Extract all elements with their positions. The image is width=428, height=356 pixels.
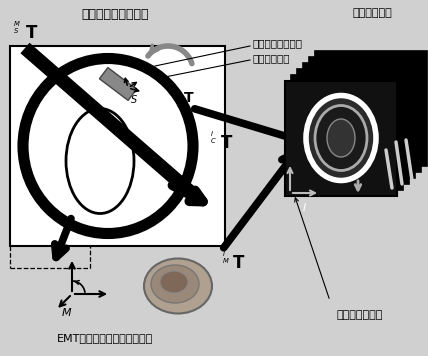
Text: 传感器局部坐标系: 传感器局部坐标系 bbox=[253, 38, 303, 48]
Text: $\mathbf{T}$: $\mathbf{T}$ bbox=[183, 91, 194, 105]
Text: 三维医学图像: 三维医学图像 bbox=[352, 8, 392, 18]
Text: $^I_M$: $^I_M$ bbox=[222, 250, 230, 266]
Ellipse shape bbox=[327, 119, 355, 157]
Text: EMT跟踪系统测量空间坐标系: EMT跟踪系统测量空间坐标系 bbox=[57, 333, 153, 343]
Text: 医学图像坐标系: 医学图像坐标系 bbox=[337, 310, 383, 320]
Bar bbox=[291, 75, 403, 190]
Ellipse shape bbox=[144, 258, 212, 314]
Text: 跟踪系统位置传感器: 跟踪系统位置传感器 bbox=[81, 8, 149, 21]
Bar bbox=[309, 57, 421, 172]
Text: $S$: $S$ bbox=[130, 93, 138, 105]
Text: $^S_C$: $^S_C$ bbox=[172, 85, 179, 103]
Ellipse shape bbox=[151, 265, 199, 303]
Bar bbox=[285, 81, 397, 196]
Text: $^I_C$: $^I_C$ bbox=[210, 130, 217, 146]
Bar bbox=[297, 69, 409, 184]
Ellipse shape bbox=[160, 271, 188, 293]
Ellipse shape bbox=[315, 105, 367, 171]
Text: $\mathbf{T}$: $\mathbf{T}$ bbox=[220, 134, 233, 152]
Polygon shape bbox=[99, 68, 137, 100]
Text: $I$: $I$ bbox=[301, 201, 306, 213]
Text: $\mathbf{T}$: $\mathbf{T}$ bbox=[25, 24, 38, 42]
Text: $\mathbf{T}$: $\mathbf{T}$ bbox=[232, 254, 245, 272]
Bar bbox=[315, 51, 427, 166]
Text: $M$: $M$ bbox=[61, 306, 73, 318]
Ellipse shape bbox=[306, 95, 376, 180]
Bar bbox=[303, 63, 415, 178]
Bar bbox=[285, 81, 397, 196]
Text: $^M_S$: $^M_S$ bbox=[13, 20, 21, 36]
Bar bbox=[10, 46, 225, 246]
Text: 摄像机坐标系: 摄像机坐标系 bbox=[253, 53, 291, 63]
